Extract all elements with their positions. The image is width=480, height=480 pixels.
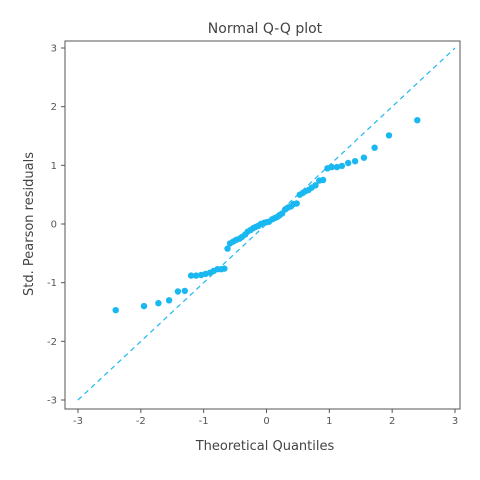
data-point [414,117,421,124]
y-tick-label: -1 [47,278,57,289]
x-axis-ticks: -3 -2 -1 0 1 2 3 [73,409,458,427]
data-point [351,158,359,165]
data-point [181,287,188,295]
x-tick-label: -1 [199,416,209,427]
data-point [293,200,300,207]
x-tick-label: 2 [389,416,395,427]
data-point [328,163,335,171]
data-point [224,245,231,252]
data-point [312,182,319,189]
y-tick-label: 1 [51,161,57,172]
x-tick-label: 3 [452,416,458,427]
data-point [112,307,119,314]
y-tick-label: 3 [51,44,57,55]
x-tick-label: -2 [136,416,146,427]
plot-frame [64,40,461,410]
y-tick-label: 2 [51,102,57,113]
data-point [155,300,162,307]
data-point [165,297,173,304]
data-point [385,132,393,139]
y-tick-label: -2 [47,337,57,348]
y-axis-ticks: 3 2 1 0 -1 -2 -3 [47,44,65,407]
data-point [187,272,195,279]
data-point [192,272,200,279]
reference-line-layer [77,47,456,401]
x-tick-label: 1 [326,416,332,427]
data-point [345,159,352,167]
x-tick-label: 0 [263,416,269,427]
y-tick-label: 0 [51,220,57,231]
data-point [221,265,228,272]
reference-line [77,47,456,401]
data-point [338,162,346,170]
data-point [333,163,341,171]
chart-title: Normal Q-Q plot [208,21,323,37]
data-point [371,144,378,151]
y-tick-label: -3 [47,396,57,407]
data-point [174,288,182,295]
y-axis-label: Std. Pearson residuals [22,152,37,296]
x-tick-label: -3 [73,416,83,427]
data-point [319,176,327,184]
data-point [360,154,368,161]
points-layer [112,117,421,314]
data-point [140,302,148,310]
x-axis-label: Theoretical Quantiles [195,439,335,454]
